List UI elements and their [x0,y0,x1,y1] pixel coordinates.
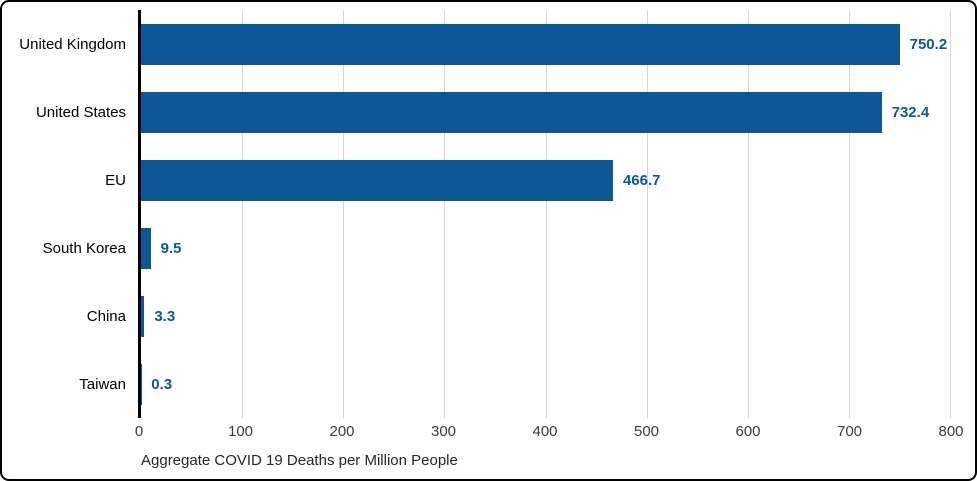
gridline [747,10,749,418]
gridline [646,10,648,418]
x-axis: 0 100 200 300 400 500 600 700 800 [135,423,964,443]
x-tick-label: 500 [633,423,660,440]
bar-row: 0.3 [141,350,950,418]
x-tick-label: 200 [329,423,355,440]
x-axis-title: Aggregate COVID 19 Deaths per Million Pe… [141,452,458,469]
category-label: South Korea [42,239,126,257]
bar-row: 732.4 [141,78,950,146]
gridline [950,10,951,418]
bar-row: 750.2 [141,10,950,78]
category-label: Taiwan [79,375,126,393]
gridline [242,10,244,418]
bar [141,159,613,201]
gridline [545,10,547,418]
bar-row: 466.7 [141,146,950,214]
category-label: EU [105,171,126,189]
gridline [444,10,446,418]
category-labels: United Kingdom United States EU South Korea… [2,10,126,418]
category-label: United Kingdom [19,35,126,53]
value-label: 0.3 [151,375,173,393]
value-label: 9.5 [160,239,182,257]
bar [141,23,900,65]
x-tick-label: 400 [532,423,558,440]
bar-row: 9.5 [141,214,950,282]
x-tick-label: 0 [134,423,144,440]
bar [141,295,145,337]
x-tick-label: 700 [836,423,863,440]
category-label: United States [35,103,126,121]
gridline [848,10,850,418]
x-tick-label: 100 [227,423,254,440]
value-label: 3.3 [154,307,176,325]
value-label: 750.2 [909,35,948,53]
value-label: 732.4 [891,103,930,121]
category-label: China [86,307,126,325]
x-tick-label: 600 [735,423,761,440]
x-tick-label: 300 [430,423,457,440]
bar [141,91,882,133]
value-label: 466.7 [622,171,661,189]
bar-rows: 750.2 732.4 466.7 9.5 3.3 0.3 [141,10,950,418]
bar [141,227,151,269]
plot-area: 750.2 732.4 466.7 9.5 3.3 0.3 [138,10,951,418]
gridlines [141,10,951,418]
bar-row: 3.3 [141,282,950,350]
gridline [343,10,345,418]
x-tick-label: 800 [938,423,964,440]
